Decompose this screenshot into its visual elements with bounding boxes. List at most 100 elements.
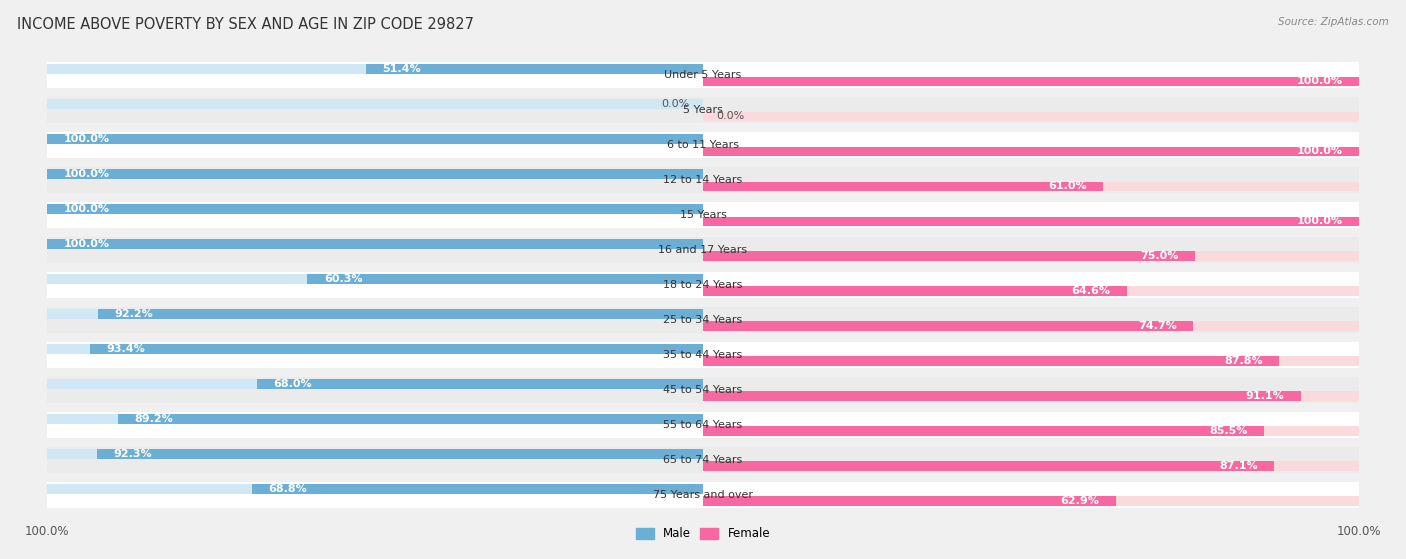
Bar [46, 237, 1360, 263]
Text: 85.5%: 85.5% [1209, 427, 1247, 437]
Bar [46, 167, 1360, 193]
Text: Under 5 Years: Under 5 Years [665, 70, 741, 80]
Bar [46, 64, 703, 74]
Bar [46, 309, 703, 319]
Text: 18 to 24 Years: 18 to 24 Years [664, 280, 742, 290]
Bar [703, 182, 1360, 191]
Bar [703, 496, 1360, 506]
Text: Source: ZipAtlas.com: Source: ZipAtlas.com [1278, 17, 1389, 27]
Bar [703, 321, 1360, 331]
Text: 35 to 44 Years: 35 to 44 Years [664, 350, 742, 360]
Bar [703, 77, 1360, 86]
Bar [46, 274, 703, 283]
Bar [46, 447, 1360, 473]
Text: 12 to 14 Years: 12 to 14 Years [664, 175, 742, 185]
Bar [703, 252, 1360, 261]
Text: 75.0%: 75.0% [1140, 252, 1178, 262]
Text: 60.3%: 60.3% [323, 274, 363, 284]
Legend: Male, Female: Male, Female [631, 523, 775, 545]
Bar [46, 204, 703, 214]
Text: 92.2%: 92.2% [114, 309, 153, 319]
Text: INCOME ABOVE POVERTY BY SEX AND AGE IN ZIP CODE 29827: INCOME ABOVE POVERTY BY SEX AND AGE IN Z… [17, 17, 474, 32]
Bar [118, 414, 703, 424]
Bar [46, 204, 703, 214]
Text: 74.7%: 74.7% [1137, 321, 1177, 331]
Bar [703, 461, 1360, 471]
Text: 6 to 11 Years: 6 to 11 Years [666, 140, 740, 150]
Bar [46, 377, 1360, 403]
Text: 45 to 54 Years: 45 to 54 Years [664, 385, 742, 395]
Bar [46, 134, 703, 144]
Bar [703, 112, 1360, 121]
Bar [46, 202, 1360, 228]
Bar [46, 344, 703, 354]
Text: 100.0%: 100.0% [63, 134, 110, 144]
Bar [703, 427, 1360, 436]
Bar [46, 342, 1360, 368]
Bar [46, 482, 1360, 508]
Bar [46, 97, 1360, 123]
Text: 16 and 17 Years: 16 and 17 Years [658, 245, 748, 255]
Text: 100.0%: 100.0% [63, 239, 110, 249]
Bar [46, 272, 1360, 298]
Bar [98, 309, 703, 319]
Bar [308, 274, 703, 283]
Text: 100.0%: 100.0% [1296, 146, 1343, 157]
Text: 68.8%: 68.8% [269, 484, 307, 494]
Text: 62.9%: 62.9% [1060, 496, 1099, 506]
Bar [703, 146, 1360, 157]
Bar [703, 146, 1360, 157]
Text: 0.0%: 0.0% [716, 111, 744, 121]
Text: 75 Years and over: 75 Years and over [652, 490, 754, 500]
Text: 25 to 34 Years: 25 to 34 Years [664, 315, 742, 325]
Text: 89.2%: 89.2% [134, 414, 173, 424]
Bar [46, 99, 703, 109]
Bar [703, 287, 1126, 296]
Text: 100.0%: 100.0% [1296, 216, 1343, 226]
Bar [703, 391, 1301, 401]
Bar [703, 216, 1360, 226]
Text: 64.6%: 64.6% [1071, 286, 1111, 296]
Bar [97, 449, 703, 458]
Text: 87.1%: 87.1% [1219, 461, 1258, 471]
Bar [46, 412, 1360, 438]
Bar [46, 379, 703, 389]
Bar [703, 182, 1104, 191]
Bar [703, 287, 1360, 296]
Bar [46, 449, 703, 458]
Bar [90, 344, 703, 354]
Text: 0.0%: 0.0% [662, 99, 690, 109]
Bar [257, 379, 703, 389]
Bar [703, 496, 1116, 506]
Bar [703, 77, 1360, 86]
Text: 92.3%: 92.3% [114, 449, 152, 459]
Text: 15 Years: 15 Years [679, 210, 727, 220]
Bar [703, 357, 1279, 366]
Bar [46, 484, 703, 494]
Text: 100.0%: 100.0% [1296, 77, 1343, 87]
Bar [703, 427, 1264, 436]
Bar [703, 461, 1274, 471]
Text: 61.0%: 61.0% [1049, 182, 1087, 191]
Text: 55 to 64 Years: 55 to 64 Years [664, 420, 742, 430]
Text: 68.0%: 68.0% [273, 379, 312, 389]
Bar [366, 64, 703, 74]
Text: 51.4%: 51.4% [382, 64, 420, 74]
Bar [703, 252, 1195, 261]
Bar [46, 239, 703, 249]
Bar [46, 134, 703, 144]
Text: 100.0%: 100.0% [63, 169, 110, 179]
Text: 91.1%: 91.1% [1246, 391, 1284, 401]
Bar [46, 62, 1360, 88]
Text: 65 to 74 Years: 65 to 74 Years [664, 455, 742, 465]
Bar [46, 132, 1360, 158]
Bar [46, 414, 703, 424]
Bar [46, 169, 703, 179]
Bar [46, 307, 1360, 333]
Text: 100.0%: 100.0% [63, 204, 110, 214]
Bar [703, 391, 1360, 401]
Bar [703, 357, 1360, 366]
Bar [252, 484, 703, 494]
Bar [46, 169, 703, 179]
Text: 5 Years: 5 Years [683, 105, 723, 115]
